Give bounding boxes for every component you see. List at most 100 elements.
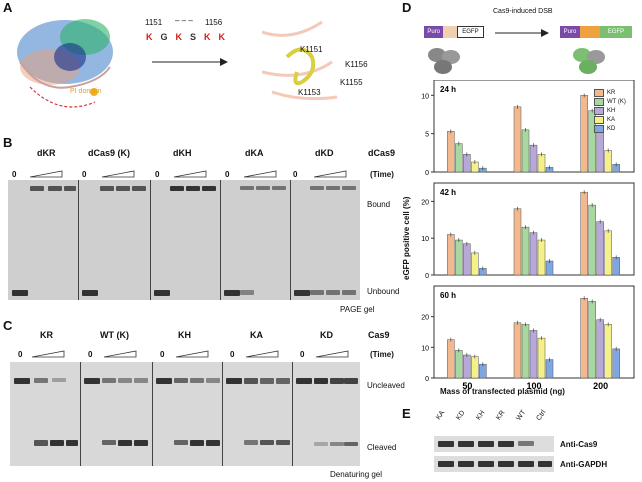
cleaved-label: Cleaved <box>367 443 397 452</box>
bar <box>580 191 588 276</box>
bar <box>471 356 479 379</box>
cas9-structure-image <box>17 19 113 108</box>
blot-lane-label: KR <box>495 409 507 422</box>
gel-type-label: PAGE gel <box>340 305 375 314</box>
zero-label: 0 <box>18 350 23 359</box>
uncleaved-label: Uncleaved <box>367 381 405 390</box>
bar <box>580 95 588 173</box>
construct-after: Puro EGFP <box>560 26 634 38</box>
legend-label: KH <box>607 107 616 114</box>
bar <box>545 359 554 379</box>
egfp-box: EGFP <box>456 26 484 38</box>
lane-group-label: KH <box>178 330 191 340</box>
range-dash: – – – <box>175 16 193 25</box>
bar <box>447 131 455 173</box>
seq-residue: K <box>218 32 226 42</box>
blot-label: Anti-Cas9 <box>560 440 598 449</box>
bar <box>580 298 588 379</box>
blot-label: Anti-GAPDH <box>560 460 608 469</box>
time-label: (Time) <box>370 350 394 359</box>
range-start: 1151 <box>145 18 163 27</box>
anti-gapdh-blot <box>434 456 554 472</box>
bar <box>596 319 604 379</box>
x-tick-label: 100 <box>526 381 541 391</box>
x-tick-label: 50 <box>462 381 472 391</box>
bar <box>521 324 530 379</box>
bar <box>447 234 455 276</box>
zero-label: 0 <box>293 170 298 179</box>
bar <box>529 144 538 173</box>
loop-zoom-image <box>262 20 338 101</box>
bar <box>596 221 604 276</box>
lane-group-label: WT (K) <box>100 330 129 340</box>
lane-group-label: dKA <box>245 148 264 158</box>
seq-residue: K <box>204 32 211 42</box>
bar <box>521 226 530 276</box>
dsb-text-line: Cas9-induced DSB <box>493 8 553 15</box>
y-tick-label: 20 <box>421 199 429 206</box>
legend-swatch <box>594 97 604 106</box>
lane-group-label: dKD <box>315 148 334 158</box>
lane-group-label: KR <box>40 330 53 340</box>
page-gel-image <box>8 180 360 300</box>
bar <box>596 129 604 173</box>
bar <box>529 232 538 276</box>
arrow-icon <box>495 29 549 37</box>
target-site-box <box>443 26 457 38</box>
puro-box: Puro <box>424 26 444 38</box>
bar <box>537 239 546 276</box>
lane-group-label: KD <box>320 330 333 340</box>
time-label: (Time) <box>370 170 394 179</box>
y-tick-label: 10 <box>421 236 429 243</box>
zero-label: 0 <box>230 350 235 359</box>
legend-item: WT (K) <box>594 97 626 106</box>
bar <box>612 348 620 379</box>
panel-d-label: D <box>402 0 412 15</box>
panel-e-label: E <box>402 406 411 421</box>
blot-lane-label: KD <box>455 409 467 422</box>
bar <box>529 330 538 379</box>
legend-label: WT (K) <box>607 98 626 105</box>
bar <box>612 257 620 276</box>
y-tick-label: 0 <box>425 170 429 177</box>
legend-label: KD <box>607 125 616 132</box>
bar <box>471 252 479 276</box>
blot-lane-label: KH <box>475 409 487 422</box>
seq-residue: S <box>190 32 197 42</box>
protein-label: dCas9 <box>368 148 396 158</box>
bar <box>545 260 554 276</box>
residue-label: K1151 <box>300 45 323 54</box>
y-tick-label: 10 <box>421 345 429 352</box>
zero-label: 0 <box>225 170 230 179</box>
seq-residue: G <box>160 32 168 42</box>
bar <box>604 324 612 379</box>
cells-after-icon <box>573 48 605 74</box>
legend-label: KR <box>607 89 616 96</box>
protein-label: Cas9 <box>368 330 390 340</box>
legend-item: KR <box>594 88 626 97</box>
seq-residue: K <box>146 32 153 42</box>
arrow-icon <box>152 58 228 66</box>
cut-site-box <box>580 26 600 38</box>
bar <box>513 106 522 173</box>
zero-label: 0 <box>155 170 160 179</box>
lane-group-label: dCas9 (K) <box>88 148 131 158</box>
bar <box>513 322 522 379</box>
time-ramps <box>32 350 349 358</box>
bound-label: Bound <box>367 200 391 209</box>
bar <box>588 204 596 276</box>
bar <box>513 208 522 276</box>
zero-label: 0 <box>300 350 305 359</box>
y-tick-label: 0 <box>425 376 429 383</box>
y-tick-label: 20 <box>421 315 429 322</box>
bar <box>447 339 455 379</box>
legend-swatch <box>594 88 604 97</box>
zero-label: 0 <box>160 350 165 359</box>
denaturing-gel-image <box>10 362 360 466</box>
y-tick-label: 5 <box>425 132 429 139</box>
zero-label: 0 <box>88 350 93 359</box>
time-ramps <box>30 170 347 178</box>
x-axis-label: Mass of transfected plasmid (ng) <box>440 387 565 396</box>
chart-title: 60 h <box>440 291 456 300</box>
blot-lane-labels: KA KD KH KR WT Ctrl <box>435 400 586 434</box>
